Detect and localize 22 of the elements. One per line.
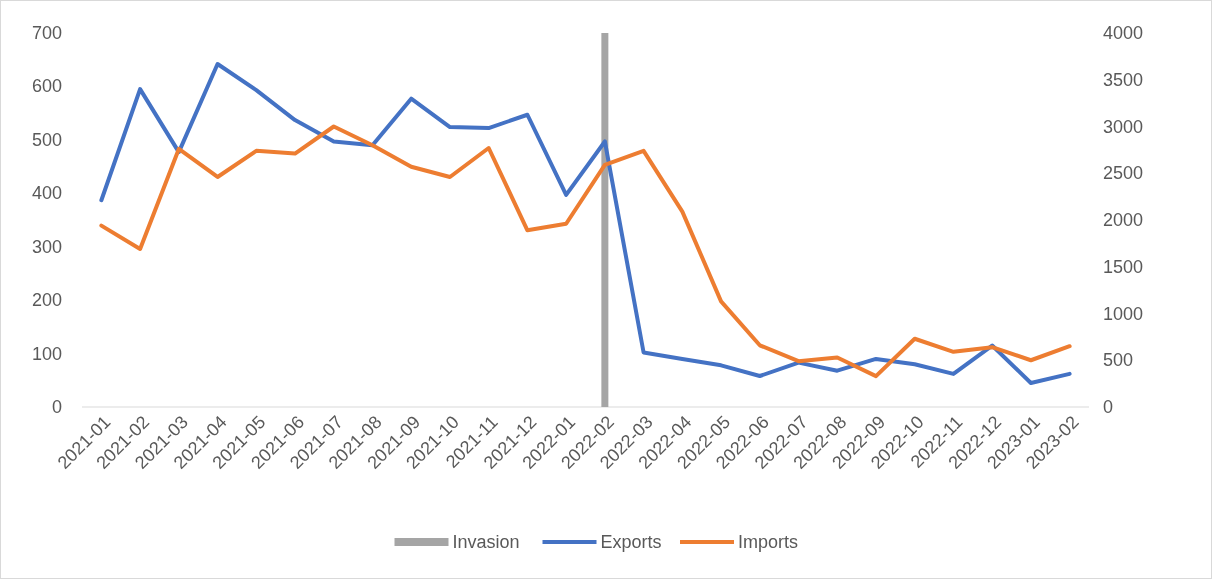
y2-tick-label: 500 xyxy=(1103,350,1134,371)
y2-tick-label: 2500 xyxy=(1103,163,1144,184)
y-tick-label: 400 xyxy=(31,183,62,204)
y2-tick-label: 2000 xyxy=(1103,210,1144,230)
y-tick-label: 300 xyxy=(31,236,62,257)
y2-tick-label: 1000 xyxy=(1103,303,1144,324)
y-tick-label: 500 xyxy=(31,129,62,150)
legend-label: Exports xyxy=(600,532,662,552)
y2-tick-label: 4000 xyxy=(1103,23,1144,43)
y2-tick-label: 3500 xyxy=(1103,69,1144,90)
y-tick-label: 600 xyxy=(31,76,62,97)
y-tick-label: 0 xyxy=(51,397,62,417)
line-series xyxy=(99,61,1072,385)
y-tick-label: 100 xyxy=(31,343,62,364)
y-tick-label: 700 xyxy=(31,23,62,43)
legend-label: Imports xyxy=(738,532,799,552)
y2-tick-label: 1500 xyxy=(1103,256,1144,277)
legend-label: Invasion xyxy=(452,532,520,552)
y-tick-label: 200 xyxy=(31,290,62,311)
y2-tick-label: 0 xyxy=(1103,397,1114,417)
line-series xyxy=(99,124,1072,379)
y2-tick-label: 3000 xyxy=(1103,116,1144,137)
